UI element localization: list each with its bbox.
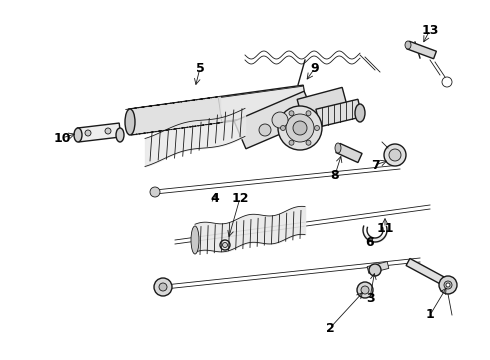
Circle shape [159, 283, 167, 291]
Text: 11: 11 [376, 221, 394, 234]
Circle shape [306, 140, 311, 145]
Circle shape [444, 281, 452, 289]
Polygon shape [367, 262, 389, 273]
Ellipse shape [355, 104, 365, 122]
Text: 10: 10 [53, 131, 71, 144]
Text: 5: 5 [196, 62, 204, 75]
Polygon shape [77, 123, 121, 142]
Text: 4: 4 [211, 192, 220, 204]
Circle shape [259, 124, 271, 136]
Circle shape [150, 187, 160, 197]
Polygon shape [297, 87, 348, 121]
Circle shape [289, 111, 294, 116]
Circle shape [222, 243, 227, 248]
Circle shape [369, 264, 381, 276]
Circle shape [439, 276, 457, 294]
Circle shape [361, 286, 369, 294]
Ellipse shape [335, 143, 341, 153]
Ellipse shape [405, 41, 411, 49]
Circle shape [446, 283, 450, 287]
Circle shape [306, 111, 311, 116]
Circle shape [85, 130, 91, 136]
Ellipse shape [125, 109, 135, 135]
Circle shape [357, 282, 373, 298]
Circle shape [389, 149, 401, 161]
Circle shape [280, 126, 286, 131]
Polygon shape [316, 99, 362, 127]
Circle shape [272, 112, 288, 128]
Polygon shape [128, 85, 307, 135]
Circle shape [154, 278, 172, 296]
Polygon shape [407, 41, 437, 59]
Circle shape [315, 126, 319, 131]
Polygon shape [336, 143, 362, 163]
Text: 1: 1 [426, 309, 434, 321]
Ellipse shape [116, 128, 124, 142]
Polygon shape [234, 91, 316, 149]
Text: 2: 2 [326, 321, 334, 334]
Ellipse shape [74, 128, 82, 142]
Circle shape [289, 140, 294, 145]
Ellipse shape [191, 226, 199, 254]
Polygon shape [406, 258, 447, 285]
Circle shape [105, 128, 111, 134]
Text: 6: 6 [366, 235, 374, 248]
Circle shape [286, 114, 314, 142]
Text: 8: 8 [331, 168, 339, 181]
Circle shape [293, 121, 307, 135]
Circle shape [278, 106, 322, 150]
Text: 9: 9 [311, 62, 319, 75]
Text: 12: 12 [231, 192, 249, 204]
Text: 3: 3 [366, 292, 374, 305]
Text: 7: 7 [370, 158, 379, 171]
Polygon shape [219, 86, 307, 122]
Circle shape [384, 144, 406, 166]
Text: 13: 13 [421, 23, 439, 36]
